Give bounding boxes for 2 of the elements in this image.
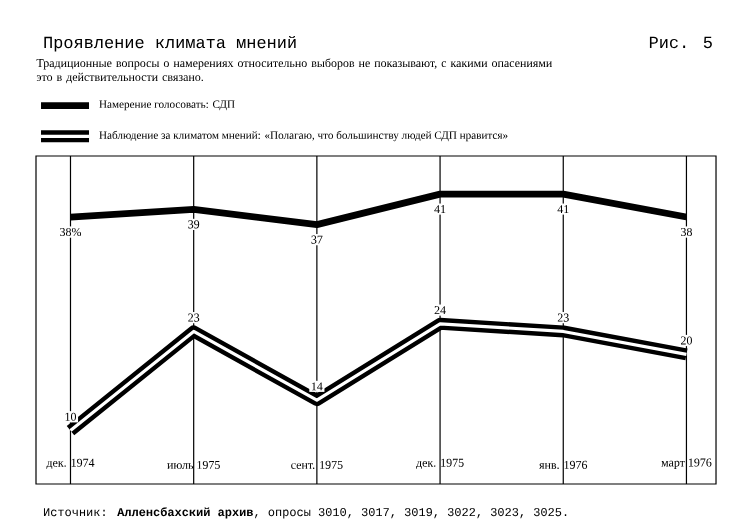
chart-title: Проявление климата мнений xyxy=(44,35,296,52)
text: Рис. 5 xyxy=(649,36,712,49)
